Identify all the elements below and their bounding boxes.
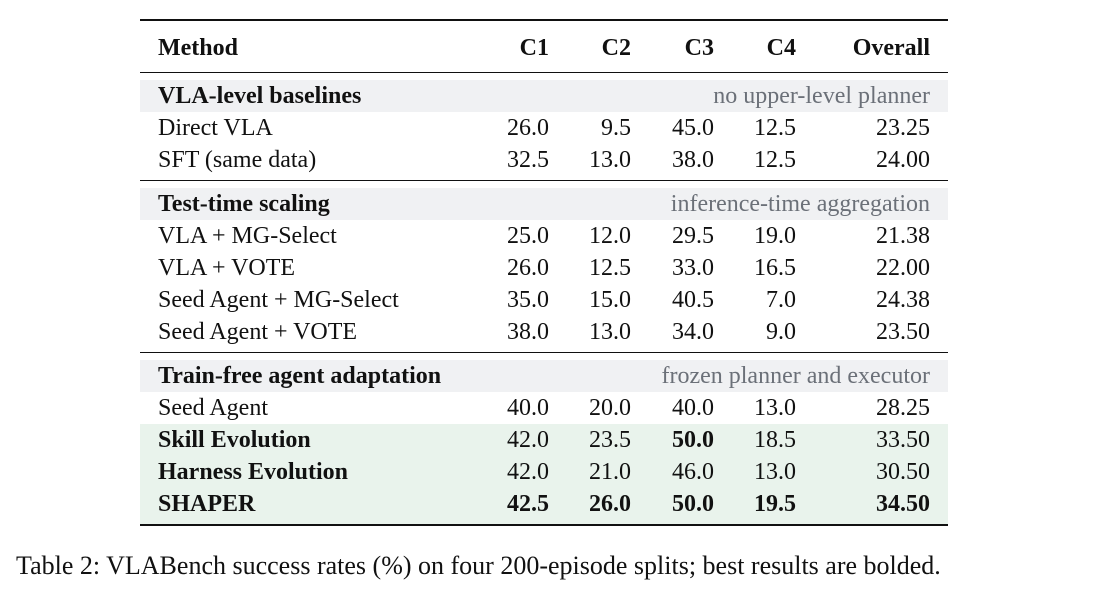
cell-c1: 42.5 <box>473 488 549 526</box>
table-row: Direct VLA 26.0 9.5 45.0 12.5 23.25 <box>140 112 948 144</box>
cell-c4: 19.0 <box>754 223 796 249</box>
cell-overall: 34.50 <box>796 488 948 526</box>
cell-overall: 23.25 <box>876 115 930 141</box>
cell-c2: 21.0 <box>549 456 631 488</box>
cell-c3: 33.0 <box>672 255 714 281</box>
cell-c3: 46.0 <box>631 456 714 488</box>
cell-c3: 50.0 <box>631 424 714 456</box>
cell-overall: 23.50 <box>876 319 930 345</box>
cell-c1: 26.0 <box>507 115 549 141</box>
cell-c3: 45.0 <box>672 115 714 141</box>
section-band: Test-time scaling inference-time aggrega… <box>140 187 948 220</box>
header-c3: C3 <box>631 19 714 73</box>
cell-c3: 38.0 <box>672 147 714 173</box>
cell-c1: 35.0 <box>507 287 549 313</box>
cell-c2: 13.0 <box>589 319 631 345</box>
table-row-highlighted: Skill Evolution 42.0 23.5 50.0 18.5 33.5… <box>140 424 948 456</box>
header-c4: C4 <box>714 19 796 73</box>
header-method: Method <box>140 19 473 73</box>
cell-c3: 40.0 <box>672 395 714 421</box>
header-row: Method C1 C2 C3 C4 Overall <box>140 19 948 73</box>
cell-c1: 42.0 <box>473 456 549 488</box>
results-table: Method C1 C2 C3 C4 Overall VLA-level bas… <box>140 19 948 526</box>
cell-c1: 25.0 <box>507 223 549 249</box>
cell-c4: 18.5 <box>714 424 796 456</box>
cell-c2: 20.0 <box>589 395 631 421</box>
cell-c2: 12.0 <box>589 223 631 249</box>
results-table-container: Method C1 C2 C3 C4 Overall VLA-level bas… <box>140 19 948 526</box>
cell-c4: 12.5 <box>754 147 796 173</box>
section-title: VLA-level baselines <box>158 82 362 109</box>
cell-overall: 24.00 <box>876 147 930 173</box>
cell-method: VLA + VOTE <box>158 255 296 281</box>
header-c1: C1 <box>473 19 549 73</box>
cell-c2: 23.5 <box>549 424 631 456</box>
section-note: inference-time aggregation <box>670 190 930 217</box>
section-note: no upper-level planner <box>713 82 930 109</box>
cell-c1: 40.0 <box>507 395 549 421</box>
cell-method: SFT (same data) <box>158 147 317 173</box>
section-header: VLA-level baselines no upper-level plann… <box>140 72 948 112</box>
cell-overall: 30.50 <box>796 456 948 488</box>
section-header: Train-free agent adaptation frozen plann… <box>140 352 948 392</box>
cell-method: Seed Agent + MG-Select <box>158 287 399 313</box>
section-band: Train-free agent adaptation frozen plann… <box>140 359 948 392</box>
cell-overall: 22.00 <box>876 255 930 281</box>
table-row: VLA + VOTE 26.0 12.5 33.0 16.5 22.00 <box>140 252 948 284</box>
header-c2: C2 <box>549 19 631 73</box>
cell-overall: 24.38 <box>876 287 930 313</box>
cell-c2: 12.5 <box>589 255 631 281</box>
cell-c3: 40.5 <box>672 287 714 313</box>
table-row: Seed Agent + VOTE 38.0 13.0 34.0 9.0 23.… <box>140 316 948 353</box>
cell-method: Direct VLA <box>158 115 273 141</box>
cell-c4: 13.0 <box>754 395 796 421</box>
cell-c1: 42.0 <box>473 424 549 456</box>
cell-method: Seed Agent <box>158 395 268 421</box>
cell-c4: 13.0 <box>714 456 796 488</box>
cell-c2: 13.0 <box>589 147 631 173</box>
cell-method: Harness Evolution <box>140 456 473 488</box>
section-train-free-adaptation: Train-free agent adaptation frozen plann… <box>140 352 948 526</box>
cell-overall: 21.38 <box>876 223 930 249</box>
cell-c2: 26.0 <box>549 488 631 526</box>
table-caption: Table 2: VLABench success rates (%) on f… <box>16 551 941 580</box>
section-vla-baselines: VLA-level baselines no upper-level plann… <box>140 72 948 181</box>
cell-method: Skill Evolution <box>140 424 473 456</box>
cell-c4: 7.0 <box>766 287 796 313</box>
section-title: Train-free agent adaptation <box>158 362 442 389</box>
section-band: VLA-level baselines no upper-level plann… <box>140 79 948 112</box>
cell-method: Seed Agent + VOTE <box>158 319 358 345</box>
cell-c2: 9.5 <box>601 115 631 141</box>
cell-c1: 38.0 <box>507 319 549 345</box>
table-row: Seed Agent + MG-Select 35.0 15.0 40.5 7.… <box>140 284 948 316</box>
section-title: Test-time scaling <box>158 190 330 217</box>
cell-method: VLA + MG-Select <box>158 223 337 249</box>
cell-c1: 32.5 <box>507 147 549 173</box>
cell-c4: 16.5 <box>754 255 796 281</box>
cell-overall: 28.25 <box>876 395 930 421</box>
section-test-time-scaling: Test-time scaling inference-time aggrega… <box>140 180 948 353</box>
section-note: frozen planner and executor <box>661 362 930 389</box>
cell-c3: 50.0 <box>631 488 714 526</box>
cell-c4: 9.0 <box>766 319 796 345</box>
header-overall: Overall <box>796 19 948 73</box>
cell-c1: 26.0 <box>507 255 549 281</box>
cell-c4: 19.5 <box>714 488 796 526</box>
cell-method: SHAPER <box>140 488 473 526</box>
table-row-highlighted: Harness Evolution 42.0 21.0 46.0 13.0 30… <box>140 456 948 488</box>
cell-c3: 29.5 <box>672 223 714 249</box>
section-header: Test-time scaling inference-time aggrega… <box>140 180 948 220</box>
table-row: SFT (same data) 32.5 13.0 38.0 12.5 24.0… <box>140 144 948 181</box>
table-row-best: SHAPER 42.5 26.0 50.0 19.5 34.50 <box>140 488 948 526</box>
cell-c3: 34.0 <box>672 319 714 345</box>
table-row: VLA + MG-Select 25.0 12.0 29.5 19.0 21.3… <box>140 220 948 252</box>
cell-overall: 33.50 <box>796 424 948 456</box>
cell-c2: 15.0 <box>589 287 631 313</box>
table-row: Seed Agent 40.0 20.0 40.0 13.0 28.25 <box>140 392 948 424</box>
cell-c4: 12.5 <box>754 115 796 141</box>
